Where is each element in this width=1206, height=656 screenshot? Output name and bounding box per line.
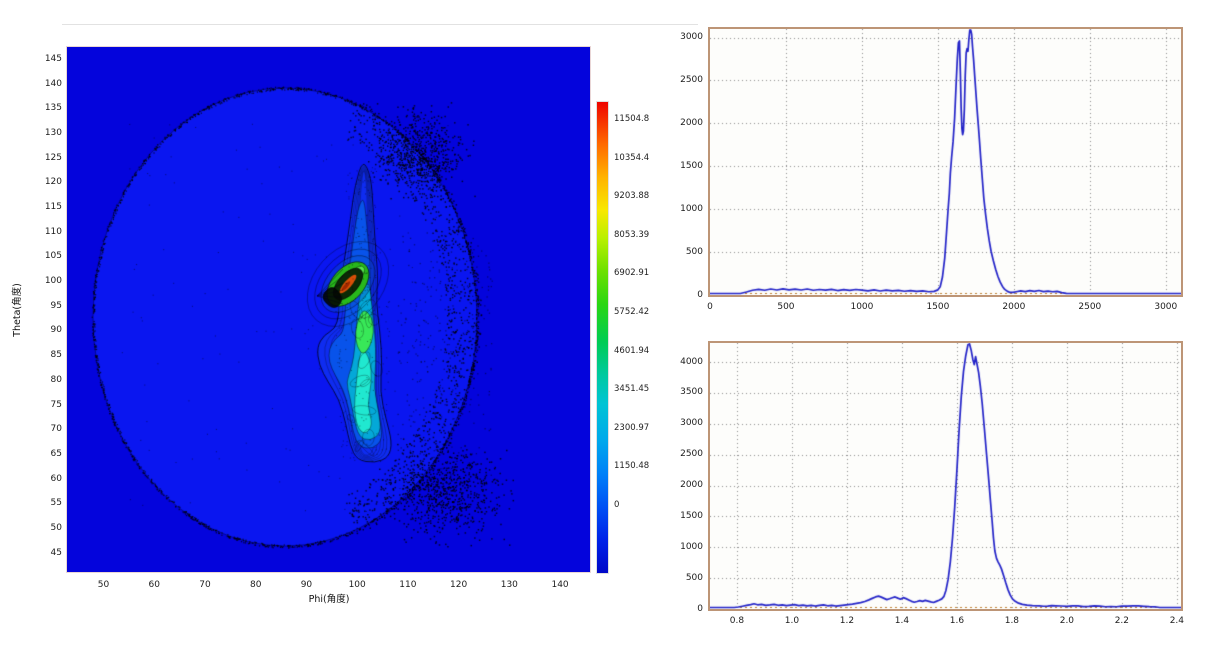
spectrum-top-y-tick-label: 3000: [680, 32, 703, 43]
theta-tick-label: 85: [50, 350, 62, 361]
phi-tick-label: 120: [450, 580, 468, 590]
phi-axis-label: Phi(角度): [308, 594, 350, 605]
colorbar-tick-label: 5752.42: [614, 307, 650, 317]
theta-tick-label: 70: [50, 424, 62, 435]
spectrum-top-frame: [708, 27, 1183, 297]
spectrum-top-y-tick-label: 500: [685, 246, 703, 257]
theta-tick-label: 105: [44, 251, 62, 262]
spectrum-bottom-y-tick-label: 0: [697, 603, 703, 614]
spectrum-bottom-x-tick-label: 0.8: [729, 616, 745, 626]
phi-tick-label: 50: [97, 580, 110, 590]
theta-tick-label: 130: [44, 127, 62, 138]
spectrum-bottom-y-tick-label: 1500: [680, 510, 703, 521]
spectrum-top-y-tick-label: 2000: [680, 117, 703, 128]
theta-tick-label: 110: [44, 226, 62, 237]
spectrum-top-y-tick-label: 0: [697, 289, 703, 300]
theta-tick-label: 75: [50, 399, 62, 410]
spectrum-bottom-plot[interactable]: [710, 343, 1181, 609]
colorbar-tick-label: 11504.8: [614, 114, 650, 124]
spectrum-bottom-y-tick-label: 1000: [680, 541, 703, 552]
spectrum-bottom-x-tick-label: 2.2: [1114, 616, 1130, 626]
phi-tick-label: 140: [551, 580, 569, 590]
theta-tick-label: 60: [50, 473, 62, 484]
spectrum-top-x-tick-label: 1000: [850, 302, 874, 312]
spectrum-bottom-x-tick-label: 1.4: [894, 616, 910, 626]
theta-tick-label: 140: [44, 78, 62, 89]
colorbar-tick-label: 8053.39: [614, 229, 650, 240]
spectrum-bottom-y-tick-label: 2500: [680, 449, 703, 460]
spectrum-top-x-tick-label: 2000: [1002, 302, 1026, 312]
theta-tick-label: 50: [50, 523, 62, 534]
colorbar-tick-label: 0: [614, 500, 620, 510]
phi-tick-label: 130: [500, 580, 518, 590]
theta-tick-label: 125: [44, 152, 62, 163]
colorbar-tick-label: 1150.48: [614, 461, 650, 472]
colorbar-tick-label: 4601.94: [614, 345, 650, 356]
theta-tick-label: 45: [50, 547, 62, 558]
spectrum-bottom-x-tick-label: 1.2: [839, 616, 855, 626]
theta-tick-label: 115: [44, 202, 62, 212]
theta-tick-label: 120: [44, 177, 62, 188]
phi-tick-label: 100: [348, 580, 366, 590]
spectrum-bottom-x-tick-label: 1.8: [1004, 616, 1020, 626]
spectrum-bottom-x-tick-label: 2.0: [1059, 616, 1075, 626]
phi-tick-label: 110: [399, 580, 417, 590]
spectrum-top-plot[interactable]: [710, 29, 1181, 295]
spectrum-top-x-tick-label: 2500: [1078, 302, 1102, 312]
spectrum-bottom-x-tick-label: 1.0: [784, 616, 800, 626]
theta-tick-label: 80: [50, 374, 62, 385]
theta-tick-label: 65: [50, 448, 62, 459]
spectrum-bottom-frame: [708, 341, 1183, 611]
spectrum-bottom-x-tick-label: 2.4: [1169, 616, 1185, 626]
window-separator-line: [62, 24, 698, 25]
phi-tick-label: 70: [199, 580, 211, 590]
spectrum-top-x-tick-label: 500: [777, 302, 795, 312]
theta-tick-label: 90: [50, 325, 62, 336]
phi-tick-label: 80: [249, 580, 262, 590]
spectrum-bottom-y-tick-label: 500: [685, 572, 703, 583]
spectrum-bottom-y-tick-label: 3500: [680, 387, 703, 398]
colorbar-gradient: [596, 101, 609, 574]
spectrum-bottom-y-tick-label: 4000: [680, 356, 703, 367]
colorbar-tick-label: 10354.4: [614, 152, 650, 163]
theta-phi-map-plot[interactable]: [67, 47, 590, 572]
colorbar-tick-label: 2300.97: [614, 422, 650, 433]
spectrum-bottom-x-tick-label: 1.6: [949, 616, 965, 626]
spectrum-top-y-tick-label: 1000: [680, 203, 703, 214]
phi-tick-label: 60: [148, 580, 160, 590]
phi-tick-label: 90: [300, 580, 313, 590]
spectrum-top-x-tick-label: 3000: [1154, 302, 1178, 312]
spectrum-top-y-tick-label: 1500: [680, 160, 703, 171]
theta-tick-label: 95: [50, 300, 62, 311]
theta-tick-label: 100: [44, 276, 62, 287]
theta-tick-label: 145: [44, 53, 62, 64]
theta-phi-map-frame: [66, 46, 591, 573]
colorbar-tick-label: 6902.91: [614, 268, 650, 279]
colorbar-tick-label: 3451.45: [614, 384, 650, 395]
spectrum-top-y-tick-label: 2500: [680, 74, 703, 85]
theta-tick-label: 135: [44, 103, 62, 114]
spectrum-top-x-tick-label: 1500: [926, 302, 950, 312]
theta-axis-label: Theta(角度): [12, 283, 23, 337]
colorbar-tick-label: 9203.88: [614, 191, 650, 202]
spectrum-top-x-tick-label: 0: [707, 302, 713, 312]
theta-tick-label: 55: [50, 498, 62, 509]
spectrum-bottom-y-tick-label: 3000: [680, 418, 703, 429]
spectrum-bottom-y-tick-label: 2000: [680, 480, 703, 491]
